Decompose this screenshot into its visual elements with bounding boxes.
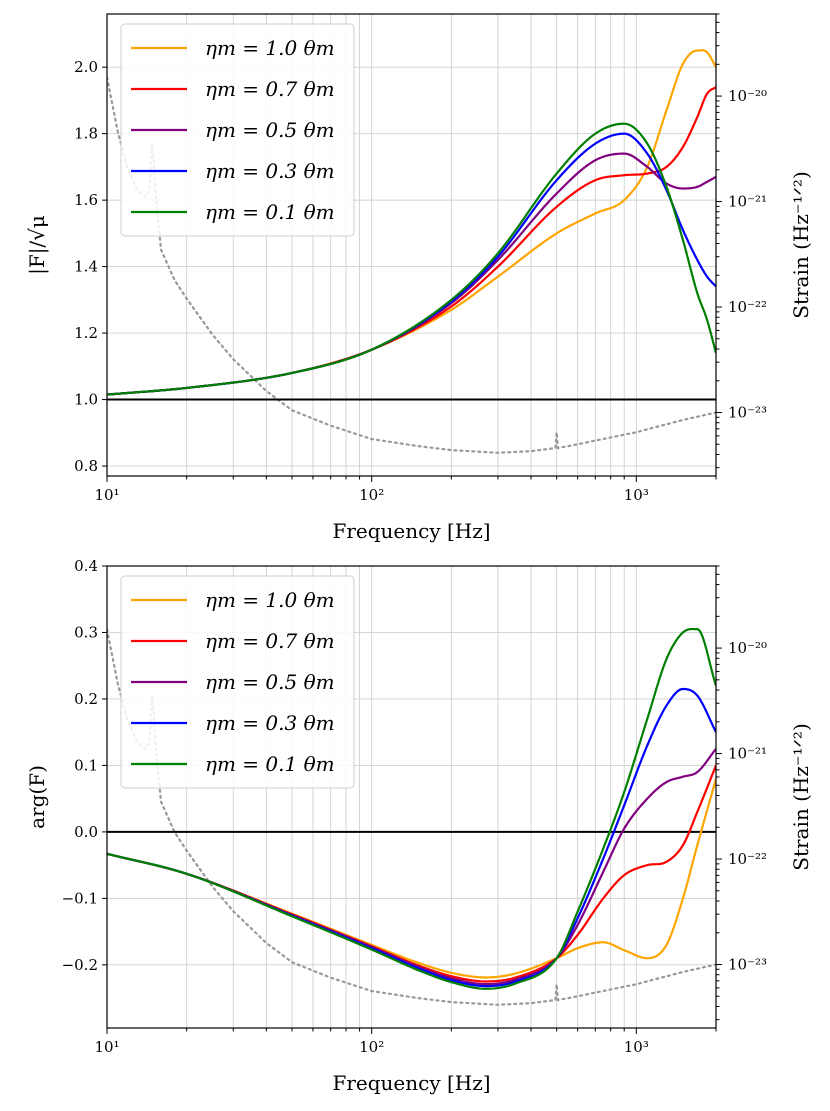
legend-label-2: ηm = 0.5 θm xyxy=(205,670,335,694)
right-axis-label: Strain (Hz⁻¹ᐟ²) xyxy=(789,723,813,871)
noise-curve xyxy=(107,76,716,454)
legend-label-1: ηm = 0.7 θm xyxy=(205,629,335,653)
x-axis-label: Frequency [Hz] xyxy=(332,1071,490,1095)
x-tick-label: 10³ xyxy=(624,486,649,504)
y-tick-label: 0.8 xyxy=(74,457,98,475)
legend-box xyxy=(120,575,355,789)
y-tick-label: −0.2 xyxy=(62,956,98,974)
x-tick-label: 10¹ xyxy=(94,486,119,504)
chart-panel-bottom: 10¹ 10² 10³ −0.2 −0.1 0.0 0.1 0.2 0.3 0.4 10⁻²³ 10⁻… xyxy=(25,557,813,1095)
y-tick-label: 0.2 xyxy=(74,690,98,708)
series-line-4 xyxy=(107,122,716,396)
y-tick-label: 2.0 xyxy=(74,58,98,76)
x-axis xyxy=(106,476,717,482)
right-axis xyxy=(716,13,722,469)
plot-frame xyxy=(106,13,717,477)
right-tick-label: 10⁻²³ xyxy=(728,403,767,421)
x-tick-label: 10² xyxy=(359,486,384,504)
legend-box xyxy=(120,23,355,237)
x-axis xyxy=(106,1028,717,1034)
y-tick-label: 1.8 xyxy=(74,125,98,143)
legend-label-3: ηm = 0.3 θm xyxy=(205,711,335,735)
right-tick-label: 10⁻²¹ xyxy=(728,193,767,211)
plot-frame xyxy=(106,565,717,1029)
series-line-4 xyxy=(107,627,716,990)
legend-label-2: ηm = 0.5 θm xyxy=(205,118,335,142)
y-tick-label: 1.2 xyxy=(74,324,98,342)
y-axis-label: arg(F) xyxy=(25,765,49,829)
legend: ηm = 1.0 θm ηm = 0.7 θm ηm = 0.5 θm ηm = 0.… xyxy=(120,23,355,237)
y-tick-label: 1.4 xyxy=(74,258,98,276)
right-tick-label: 10⁻²³ xyxy=(728,955,767,973)
right-axis-label: Strain (Hz⁻¹ᐟ²) xyxy=(789,171,813,319)
right-tick-label: 10⁻²² xyxy=(728,298,767,316)
right-axis xyxy=(716,565,722,1021)
y-axis-label: |F|/√μ xyxy=(25,215,50,275)
y-tick-label: 0.4 xyxy=(74,557,98,575)
y-tick-label: −0.1 xyxy=(62,889,98,907)
legend-label-3: ηm = 0.3 θm xyxy=(205,159,335,183)
legend-label-4: ηm = 0.1 θm xyxy=(205,200,335,224)
chart-panel-top: 10¹ 10² 10³ 0.8 1.0 1.2 1.4 1.6 1.8 2.0 10⁻²³ 10⁻²²… xyxy=(25,13,813,543)
legend-label-0: ηm = 1.0 θm xyxy=(205,36,335,60)
right-tick-label: 10⁻²⁰ xyxy=(728,87,767,105)
y-tick-label: 1.0 xyxy=(74,391,98,409)
right-tick-label: 10⁻²¹ xyxy=(728,745,767,763)
legend-label-4: ηm = 0.1 θm xyxy=(205,752,335,776)
y-tick-label: 0.1 xyxy=(74,756,98,774)
noise-curve xyxy=(107,628,716,1006)
legend-label-1: ηm = 0.7 θm xyxy=(205,77,335,101)
x-tick-label: 10² xyxy=(359,1038,384,1056)
y-tick-label: 0.3 xyxy=(74,623,98,641)
x-tick-label: 10³ xyxy=(624,1038,649,1056)
x-tick-label: 10¹ xyxy=(94,1038,119,1056)
legend-label-0: ηm = 1.0 θm xyxy=(205,588,335,612)
right-tick-label: 10⁻²⁰ xyxy=(728,639,767,657)
right-tick-label: 10⁻²² xyxy=(728,850,767,868)
y-tick-label: 0.0 xyxy=(74,823,98,841)
x-axis-label: Frequency [Hz] xyxy=(332,519,490,543)
y-tick-label: 1.6 xyxy=(74,191,98,209)
legend: ηm = 1.0 θm ηm = 0.7 θm ηm = 0.5 θm ηm = 0.… xyxy=(120,575,355,789)
